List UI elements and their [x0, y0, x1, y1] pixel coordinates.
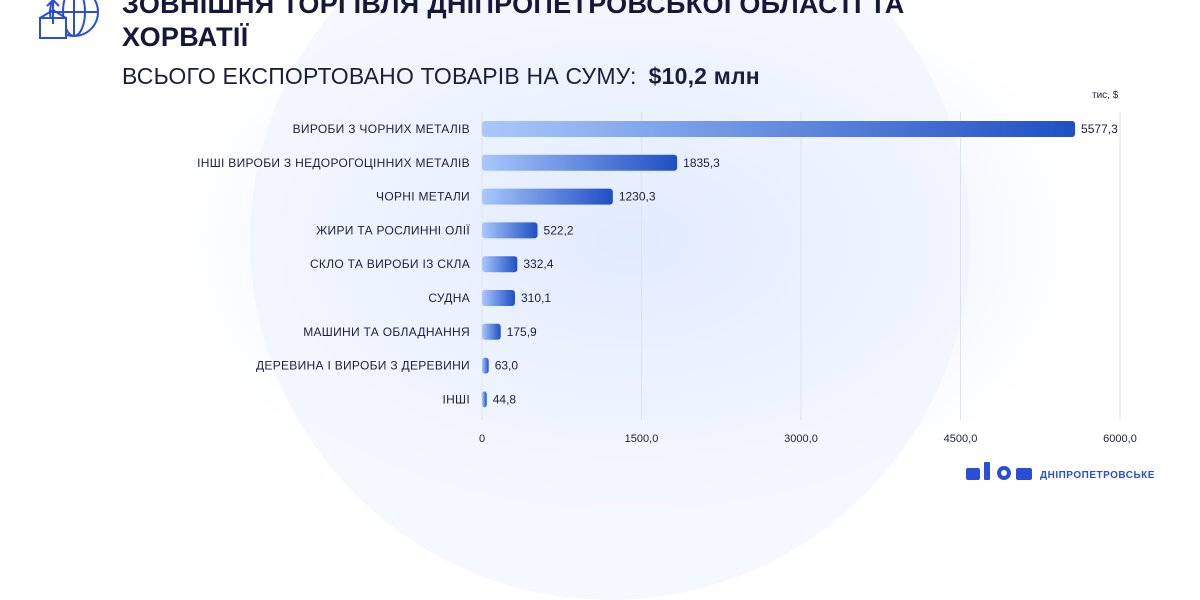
- value-label: 44,8: [493, 392, 517, 406]
- value-label: 332,4: [523, 257, 553, 271]
- category-label: ВИРОБИ З ЧОРНИХ МЕТАЛІВ: [293, 122, 470, 136]
- x-tick-label: 6000,0: [1103, 433, 1137, 445]
- bar: [482, 290, 515, 306]
- unit-label: тис, $: [1092, 90, 1119, 101]
- x-tick-label: 1500,0: [625, 433, 659, 445]
- category-label: МАШИНИ ТА ОБЛАДНАННЯ: [303, 325, 470, 339]
- category-label: СУДНА: [428, 291, 470, 305]
- category-label: ІНШІ ВИРОБИ З НЕДОРОГОЦІННИХ МЕТАЛІВ: [197, 156, 470, 170]
- brand-name: ДНІПРОПЕТРОВСЬКЕ: [1040, 470, 1155, 481]
- bar: [482, 357, 489, 374]
- value-label: 175,9: [507, 325, 537, 339]
- bar: [482, 222, 538, 239]
- dnipro-brand-icon: [966, 462, 1032, 480]
- value-label: 1835,3: [683, 156, 720, 170]
- category-label: ЖИРИ ТА РОСЛИННІ ОЛІЇ: [316, 223, 470, 237]
- page-title: ЗОВНІШНЯ ТОРГІВЛЯ ДНІПРОПЕТРОВСЬКОЇ ОБЛА…: [122, 0, 905, 52]
- export-total-line: ВСЬОГО ЕКСПОРТОВАНО ТОВАРІВ НА СУМУ: $10,…: [122, 62, 760, 90]
- value-label: 63,0: [495, 359, 519, 373]
- category-label: ЧОРНІ МЕТАЛИ: [376, 190, 470, 204]
- value-label: 310,1: [521, 291, 551, 305]
- value-label: 522,2: [544, 223, 574, 237]
- category-label: ДЕРЕВИНА І ВИРОБИ З ДЕРЕВИНИ: [256, 359, 470, 373]
- value-label: 1230,3: [619, 190, 656, 204]
- background-glow: [180, 0, 1080, 520]
- export-total-value: $10,2 млн: [648, 63, 760, 89]
- bar: [482, 154, 678, 171]
- bar: [482, 323, 501, 340]
- export-bar-chart: 0 1500,0 3000,0 4500,0 6000,0 ВИРОБИ З ЧОРНИХ…: [197, 112, 1137, 445]
- export-total-label: ВСЬОГО ЕКСПОРТОВАНО ТОВАРІВ НА СУМУ:: [122, 63, 637, 89]
- bar: [482, 121, 1076, 137]
- bar: [482, 188, 613, 205]
- globe-box-upload-icon: [39, 0, 99, 39]
- category-label: СКЛО ТА ВИРОБИ ІЗ СКЛА: [310, 257, 470, 271]
- x-tick-label: 0: [479, 433, 485, 445]
- bar: [482, 391, 487, 408]
- bar: [482, 256, 518, 273]
- x-tick-label: 3000,0: [784, 433, 818, 445]
- value-label: 5577,3: [1081, 122, 1118, 136]
- x-tick-label: 4500,0: [944, 433, 978, 445]
- category-label: ІНШІ: [442, 392, 470, 406]
